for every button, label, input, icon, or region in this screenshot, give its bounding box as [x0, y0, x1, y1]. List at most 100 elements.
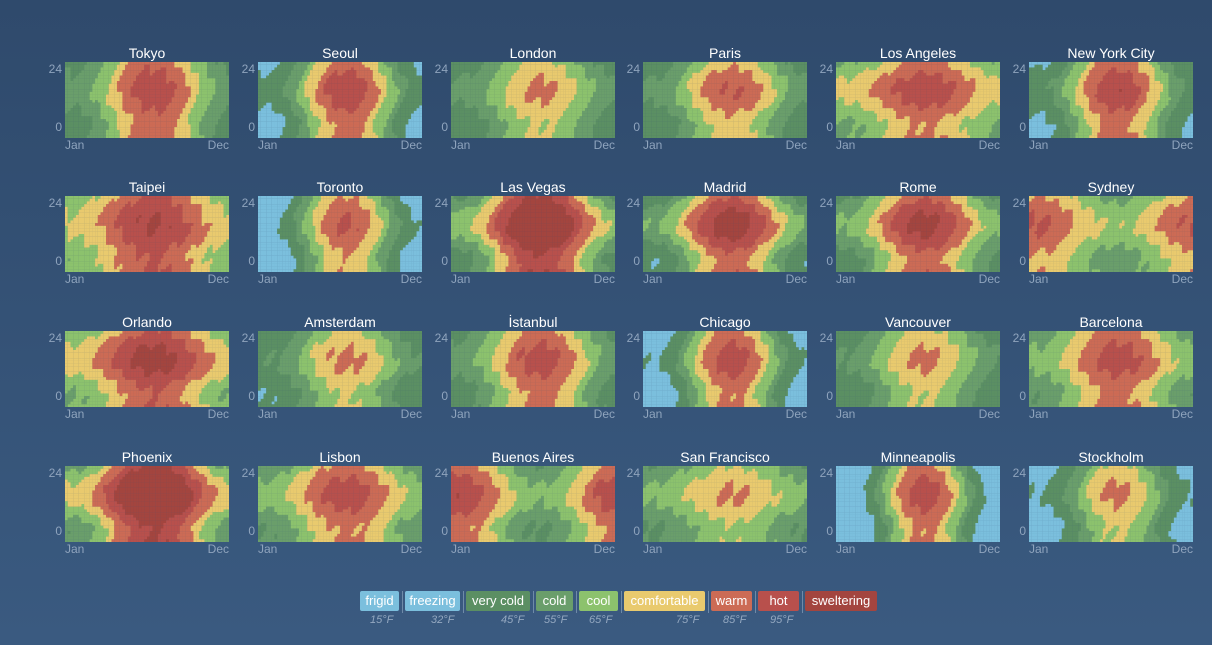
heatmap-cell — [152, 124, 156, 128]
heatmap-cell — [125, 135, 128, 138]
heatmap-cell — [505, 83, 509, 87]
heatmap-cell — [218, 100, 221, 103]
heatmap-cell — [416, 121, 420, 125]
heatmap-cell — [318, 78, 321, 82]
heatmap-cell — [472, 75, 476, 79]
heatmap-cell — [378, 62, 382, 65]
heatmap-cell — [304, 124, 308, 128]
heatmap-cell — [364, 124, 368, 128]
heatmap-cell — [334, 70, 338, 73]
heatmap-cell — [285, 83, 289, 87]
heatmap-cell — [136, 75, 139, 79]
heatmap-cell — [114, 135, 118, 138]
heatmap-cell — [402, 102, 406, 106]
heatmap-cell — [114, 78, 118, 82]
heatmap-cell — [565, 75, 569, 79]
heatmap-cell — [299, 83, 302, 87]
heatmap-cell — [220, 108, 224, 111]
heatmap-cell — [370, 67, 373, 71]
heatmap-cell — [345, 89, 349, 92]
heatmap-cell — [508, 70, 512, 73]
heatmap-cell — [119, 75, 123, 79]
heatmap-cell — [160, 86, 164, 90]
heatmap-cell — [188, 108, 191, 111]
heatmap-cell — [359, 72, 362, 76]
heatmap-cell — [207, 127, 210, 130]
heatmap-cell — [130, 108, 134, 111]
heatmap-cell — [174, 127, 178, 130]
heatmap-cell — [467, 116, 471, 120]
heatmap-cell — [383, 129, 387, 133]
heatmap-cell — [481, 113, 484, 117]
heatmap-cell — [65, 135, 68, 138]
heatmap-cell — [483, 64, 487, 68]
heatmap-cell — [400, 108, 403, 111]
heatmap-cell — [260, 105, 264, 109]
heatmap-cell — [185, 119, 189, 122]
heatmap-cell — [127, 100, 131, 103]
heatmap-cell — [160, 135, 164, 138]
heatmap-cell — [391, 64, 395, 68]
heatmap-cell — [108, 94, 112, 98]
heatmap-cell — [582, 70, 586, 73]
heatmap-cell — [290, 97, 294, 101]
heatmap-cell — [378, 129, 382, 133]
heatmap-cell — [277, 124, 280, 128]
heatmap-cell — [353, 135, 357, 138]
heatmap-cell — [568, 132, 572, 136]
heatmap-cell — [326, 78, 330, 82]
heatmap-cell — [353, 64, 357, 68]
heatmap-cell — [497, 129, 501, 133]
heatmap-cell — [323, 78, 327, 82]
heatmap-cell — [277, 108, 280, 111]
heatmap-cell — [84, 124, 87, 128]
heatmap-cell — [260, 116, 264, 120]
heatmap-cell — [290, 72, 294, 76]
heatmap-cell — [372, 121, 376, 125]
heatmap-cell — [271, 81, 275, 84]
heatmap-cell — [70, 81, 74, 84]
heatmap-cell — [557, 119, 561, 122]
heatmap-cell — [381, 132, 384, 136]
heatmap-cell — [402, 124, 406, 128]
heatmap-cell — [467, 91, 471, 95]
heatmap-cell — [502, 72, 506, 76]
heatmap-cell — [489, 132, 493, 136]
heatmap-cell — [198, 97, 202, 101]
heatmap-cell — [166, 67, 169, 71]
heatmap-cell — [472, 70, 476, 73]
heatmap-cell — [293, 91, 297, 95]
heatmap-cell — [554, 102, 558, 106]
heatmap-cell — [560, 83, 564, 87]
heatmap-cell — [111, 121, 115, 125]
heatmap-cell — [119, 91, 123, 95]
heatmap-cell — [67, 78, 71, 82]
heatmap-cell — [334, 81, 338, 84]
heatmap-cell — [119, 116, 123, 120]
heatmap-cell — [554, 124, 558, 128]
heatmap-cell — [136, 67, 139, 71]
heatmap-cell — [470, 67, 473, 71]
heatmap-cell — [411, 67, 414, 71]
heatmap-cell — [309, 135, 313, 138]
heatmap-cell — [408, 129, 412, 133]
heatmap-cell — [348, 105, 352, 109]
heatmap-cell — [502, 67, 506, 71]
heatmap-cell — [144, 121, 148, 125]
heatmap-cell — [301, 116, 305, 120]
heatmap-cell — [601, 81, 605, 84]
heatmap-cell — [453, 81, 457, 84]
heatmap-cell — [481, 105, 484, 109]
heatmap-cell — [304, 78, 308, 82]
heatmap-cell — [293, 116, 297, 120]
heatmap-cell — [73, 121, 77, 125]
heatmap-cell — [207, 102, 210, 106]
heatmap-cell — [565, 124, 569, 128]
heatmap-cell — [114, 67, 118, 71]
heatmap-cell — [464, 113, 468, 117]
heatmap-cell — [413, 132, 417, 136]
heatmap-cell — [119, 94, 123, 98]
heatmap-cell — [391, 127, 395, 130]
heatmap-cell — [370, 108, 373, 111]
heatmap-cell — [288, 83, 291, 87]
